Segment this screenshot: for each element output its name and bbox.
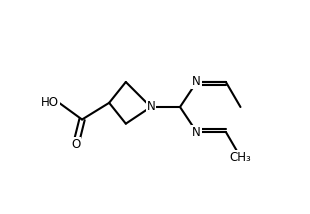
Text: N: N	[146, 101, 155, 113]
Text: HO: HO	[41, 96, 59, 109]
Text: O: O	[71, 138, 80, 151]
Text: N: N	[192, 126, 201, 138]
Text: N: N	[192, 76, 201, 88]
Text: CH₃: CH₃	[230, 150, 251, 163]
